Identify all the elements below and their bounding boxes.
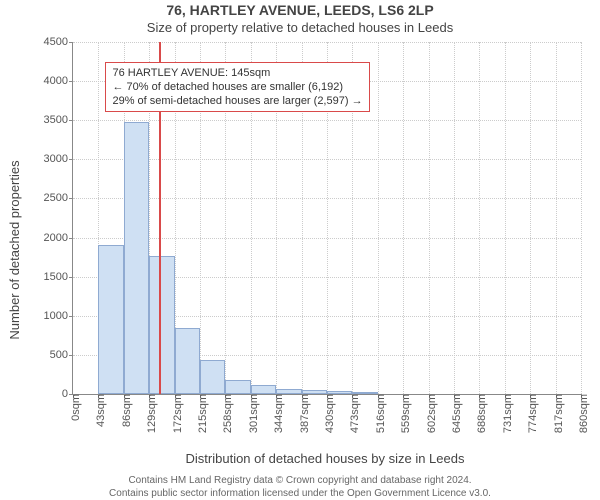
footer-line-2: Contains public sector information licen… <box>0 488 600 500</box>
histogram-bar <box>124 122 149 394</box>
ytick-label: 3500 <box>44 114 73 126</box>
gridline-vertical <box>429 42 430 394</box>
chart-container: 76, HARTLEY AVENUE, LEEDS, LS6 2LP Size … <box>0 0 600 500</box>
xtick-label: 301sqm <box>242 394 260 433</box>
gridline-vertical <box>454 42 455 394</box>
histogram-bar <box>225 380 250 394</box>
ytick-label: 4500 <box>44 36 73 48</box>
chart-subtitle: Size of property relative to detached ho… <box>0 20 600 35</box>
ytick-label: 1500 <box>44 271 73 283</box>
y-axis-label: Number of detached properties <box>7 160 22 339</box>
xtick-label: 774sqm <box>521 394 539 433</box>
xtick-label: 86sqm <box>115 394 133 427</box>
xtick-label: 602sqm <box>420 394 438 433</box>
annotation-box: 76 HARTLEY AVENUE: 145sqm← 70% of detach… <box>105 62 369 113</box>
gridline-vertical <box>378 42 379 394</box>
histogram-bar <box>251 385 276 394</box>
xtick-label: 559sqm <box>394 394 412 433</box>
x-axis-label: Distribution of detached houses by size … <box>70 451 580 466</box>
xtick-label: 688sqm <box>470 394 488 433</box>
footer-line-1: Contains HM Land Registry data © Crown c… <box>0 475 600 488</box>
histogram-bar <box>200 360 225 394</box>
xtick-label: 473sqm <box>343 394 361 433</box>
footer-attribution: Contains HM Land Registry data © Crown c… <box>0 475 600 500</box>
gridline-vertical <box>403 42 404 394</box>
ytick-label: 2000 <box>44 232 73 244</box>
gridline-vertical <box>530 42 531 394</box>
histogram-bar <box>327 391 352 394</box>
xtick-label: 0sqm <box>64 394 82 421</box>
xtick-label: 215sqm <box>191 394 209 433</box>
xtick-label: 387sqm <box>293 394 311 433</box>
histogram-bar <box>149 256 174 394</box>
xtick-label: 430sqm <box>318 394 336 433</box>
xtick-label: 258sqm <box>216 394 234 433</box>
histogram-bar <box>302 390 327 394</box>
ytick-label: 3000 <box>44 153 73 165</box>
xtick-label: 129sqm <box>140 394 158 433</box>
plot-area: 0500100015002000250030003500400045000sqm… <box>72 42 581 395</box>
xtick-label: 344sqm <box>267 394 285 433</box>
gridline-vertical <box>556 42 557 394</box>
ytick-label: 2500 <box>44 192 73 204</box>
xtick-label: 43sqm <box>89 394 107 427</box>
gridline-vertical <box>505 42 506 394</box>
xtick-label: 860sqm <box>572 394 590 433</box>
ytick-label: 500 <box>50 349 73 361</box>
histogram-bar <box>352 392 377 394</box>
gridline-vertical <box>479 42 480 394</box>
histogram-bar <box>98 245 123 394</box>
chart-title: 76, HARTLEY AVENUE, LEEDS, LS6 2LP <box>0 2 600 18</box>
xtick-label: 172sqm <box>166 394 184 433</box>
ytick-label: 4000 <box>44 75 73 87</box>
histogram-bar <box>175 328 200 394</box>
xtick-label: 516sqm <box>369 394 387 433</box>
histogram-bar <box>276 389 301 394</box>
annotation-line: 76 HARTLEY AVENUE: 145sqm <box>112 66 362 80</box>
annotation-line: 29% of semi-detached houses are larger (… <box>112 94 362 108</box>
xtick-label: 731sqm <box>496 394 514 433</box>
xtick-label: 817sqm <box>547 394 565 433</box>
gridline-vertical <box>581 42 582 394</box>
xtick-label: 645sqm <box>445 394 463 433</box>
annotation-line: ← 70% of detached houses are smaller (6,… <box>112 80 362 94</box>
ytick-label: 1000 <box>44 310 73 322</box>
